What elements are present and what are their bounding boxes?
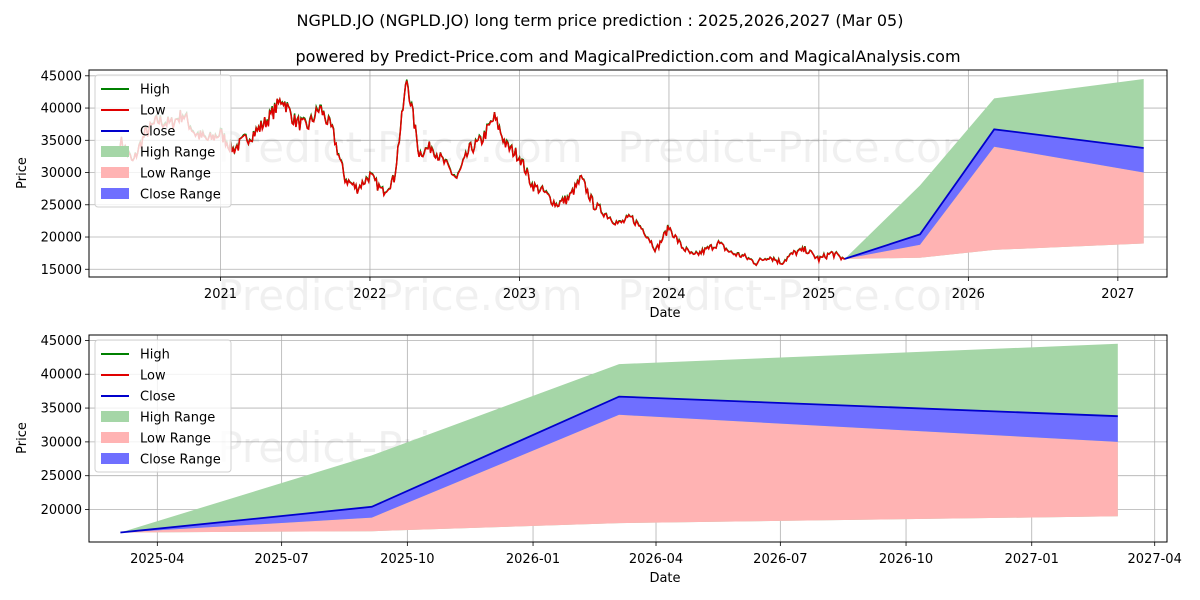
close-series-line — [120, 395, 1118, 534]
x-tick-label: 2027-04 — [1128, 552, 1182, 567]
y-tick-label: 30000 — [41, 166, 82, 181]
legend-label: Close — [140, 125, 175, 140]
x-tick-label: 2026-04 — [629, 552, 683, 567]
chart-subtitle: powered by Predict-Price.com and Magical… — [295, 47, 960, 66]
legend-label: Close Range — [140, 188, 221, 203]
x-tick-label: 2025-07 — [254, 552, 308, 567]
x-tick-label: 2025-10 — [380, 552, 434, 567]
y-tick-label: 25000 — [41, 198, 82, 213]
legend-swatch-patch — [101, 167, 129, 178]
panel-top: 2021 2022 2023 2024 2025 2026 2027 15000 20000 25… — [15, 69, 1168, 321]
y-tick-label: 45000 — [41, 69, 82, 84]
x-tick-label: 2026-10 — [879, 552, 933, 567]
low-range-band — [844, 146, 1144, 259]
y-tick-label: 35000 — [41, 134, 82, 149]
low-range-band — [120, 414, 1118, 533]
legend: High Low Close High Range Low Range Close Ran… — [94, 74, 232, 208]
y-axis-label: Price — [15, 422, 30, 454]
y-tick-label: 40000 — [41, 102, 82, 117]
x-tick-label: 2024 — [652, 287, 685, 302]
legend-label: High Range — [140, 411, 215, 426]
legend-label: Low Range — [140, 432, 211, 447]
legend-label: High Range — [140, 146, 215, 161]
legend-label: Low Range — [140, 167, 211, 182]
y-tick-label: 20000 — [41, 503, 82, 518]
plot-area — [120, 343, 1118, 534]
x-tick-label: 2027-01 — [1005, 552, 1059, 567]
chart-title: NGPLD.JO (NGPLD.JO) long term price pred… — [297, 11, 904, 30]
x-axis-label: Date — [649, 306, 680, 321]
legend-swatch-patch — [101, 453, 129, 464]
legend-label: High — [140, 83, 170, 98]
y-tick-label: 40000 — [41, 368, 82, 383]
legend: High Low Close High Range Low Range Close Ran… — [94, 339, 232, 473]
y-tick-label: 45000 — [41, 334, 82, 349]
legend-label: Low — [140, 369, 166, 384]
x-tick-label: 2022 — [353, 287, 386, 302]
y-tick-label: 30000 — [41, 435, 82, 450]
legend-label: Close Range — [140, 453, 221, 468]
plot-area — [119, 79, 1144, 267]
x-tick-label: 2026-07 — [753, 552, 807, 567]
watermark: Predict-Price.com — [217, 271, 582, 320]
axes-frame — [88, 69, 1168, 278]
x-tick-label: 2023 — [503, 287, 536, 302]
x-tick-label: 2025 — [802, 287, 835, 302]
x-tick-label: 2025-04 — [130, 552, 184, 567]
legend-swatch-patch — [101, 188, 129, 199]
legend-swatch-patch — [101, 411, 129, 422]
legend-swatch-patch — [101, 432, 129, 443]
legend-label: High — [140, 348, 170, 363]
low-series-line — [119, 80, 846, 267]
x-tick-label: 2027 — [1101, 287, 1134, 302]
y-tick-label: 25000 — [41, 469, 82, 484]
legend-label: Low — [140, 104, 166, 119]
watermark: Predict-Price.com — [617, 123, 982, 172]
y-tick-label: 15000 — [41, 263, 82, 278]
x-tick-label: 2021 — [204, 287, 237, 302]
legend-label: Close — [140, 390, 175, 405]
y-tick-label: 35000 — [41, 402, 82, 417]
x-tick-label: 2026 — [952, 287, 985, 302]
axes-frame — [88, 334, 1168, 543]
y-axis-label: Price — [15, 157, 30, 189]
x-tick-label: 2026-01 — [506, 552, 560, 567]
panel-bottom: 2025-04 2025-07 2025-10 2026-01 2026-04 2026-… — [15, 334, 1182, 586]
y-tick-label: 20000 — [41, 231, 82, 246]
close-series-line — [844, 128, 1144, 260]
x-axis-label: Date — [649, 571, 680, 586]
watermark: Predict-Price.com — [617, 271, 982, 320]
legend-swatch-patch — [101, 146, 129, 157]
